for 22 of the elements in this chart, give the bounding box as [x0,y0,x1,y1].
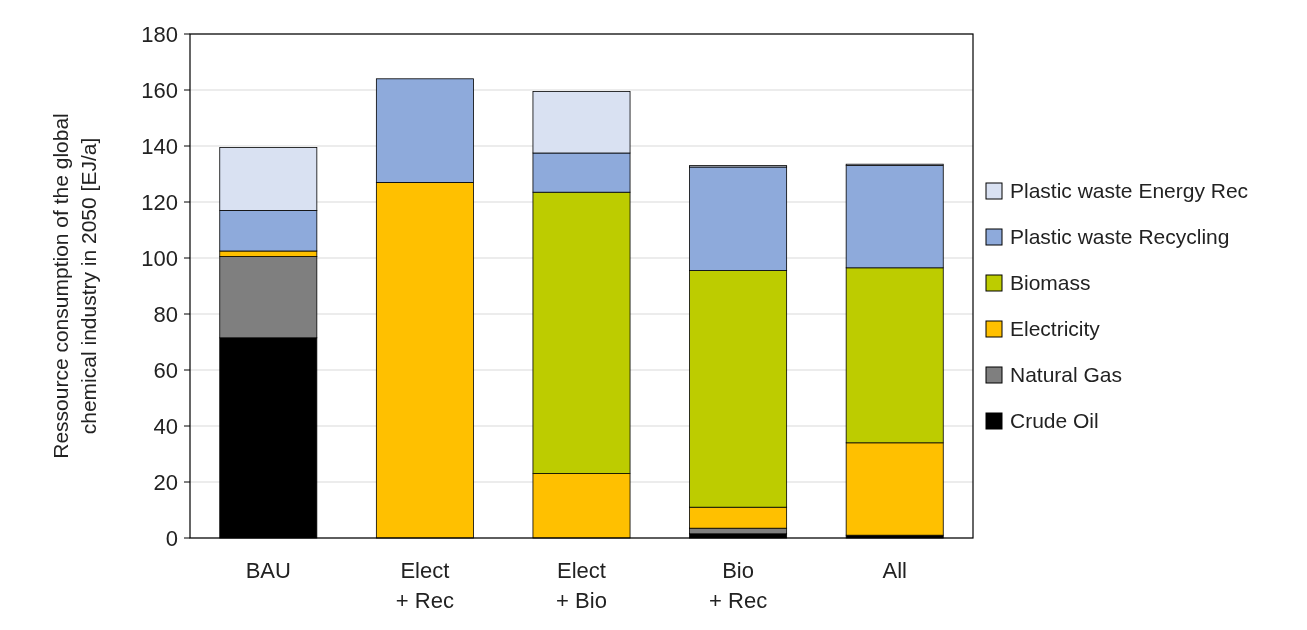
legend-label: Plastic waste Energy Rec [1010,179,1249,203]
x-tick-label: Elect + Bio [556,558,607,613]
x-tick-label: BAU [245,558,291,583]
y-tick-label: 40 [153,413,178,439]
x-tick-label: Bio + Rec [709,558,768,613]
y-tick-label: 0 [165,525,178,551]
y-axis-title: Ressource consumption of the global chemical industry in 2050 [EJ/a] [49,113,100,459]
legend-label: Biomass [1010,271,1091,295]
y-tick-label: 140 [141,133,178,159]
x-tick-label: All [882,558,907,583]
y-tick-label: 160 [141,77,178,103]
y-tick-label: 100 [141,245,178,271]
y-tick-label: 20 [153,469,178,495]
y-tick-label: 80 [153,301,178,327]
y-tick-label: 60 [153,357,178,383]
legend-label: Crude Oil [1010,409,1099,433]
legend-label: Plastic waste Recycling [1010,225,1230,249]
legend-label: Natural Gas [1010,363,1123,387]
y-tick-label: 180 [141,21,178,47]
y-tick-label: 120 [141,189,178,215]
legend-label: Electricity [1010,317,1101,341]
x-tick-label: Elect + Rec [395,558,454,613]
